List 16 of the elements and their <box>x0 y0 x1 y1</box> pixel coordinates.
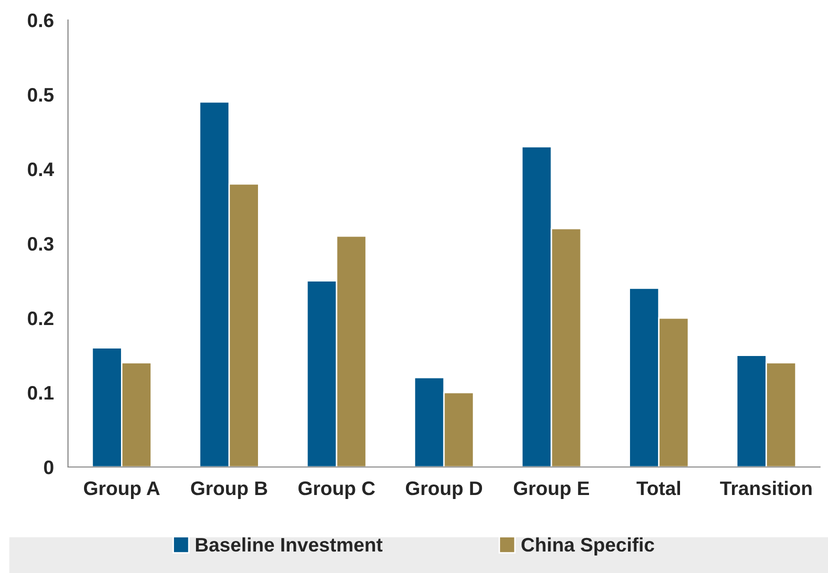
y-tick-label: 0.5 <box>28 88 54 102</box>
y-tick-label: 0.6 <box>28 13 54 28</box>
legend-label: China Specific <box>522 537 654 556</box>
legend-label: Baseline Investment <box>196 537 382 552</box>
y-tick-label: 0 <box>44 460 54 474</box>
y-tick-label: 0.4 <box>28 162 54 176</box>
y-tick-label: 0.1 <box>28 386 54 400</box>
x-tick-label: Group E <box>514 481 590 500</box>
x-tick-label: Group A <box>84 481 160 500</box>
x-tick-label: Group B <box>191 481 268 500</box>
x-tick-label: Transition <box>720 480 812 496</box>
y-tick-label: 0.3 <box>28 236 54 251</box>
y-tick-label: 0.2 <box>28 311 54 326</box>
x-tick-label: Group C <box>298 481 375 500</box>
x-tick-label: Total <box>636 480 680 496</box>
x-tick-label: Group D <box>406 481 482 500</box>
